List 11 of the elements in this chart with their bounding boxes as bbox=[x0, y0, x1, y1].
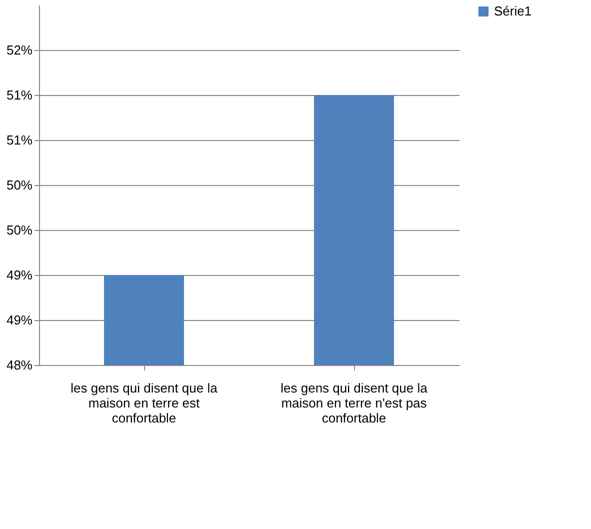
y-tick-label: 49% bbox=[6, 312, 33, 328]
y-tick-label: 51% bbox=[6, 88, 33, 102]
y-tick-label: 48% bbox=[6, 358, 33, 372]
x-tick-label: les gens qui disent que la maison en terre est confortable bbox=[70, 380, 218, 426]
y-tick-label: 50% bbox=[6, 178, 33, 192]
y-tick-label: 51% bbox=[6, 132, 33, 148]
y-tick-label: 49% bbox=[6, 268, 33, 282]
y-tick-label: 52% bbox=[6, 42, 33, 58]
x-tick-label: les gens qui disent que la maison en terre n'est pas confortable bbox=[280, 380, 428, 426]
y-tick-label: 50% bbox=[6, 222, 33, 238]
legend-label: Série1 bbox=[494, 4, 532, 18]
